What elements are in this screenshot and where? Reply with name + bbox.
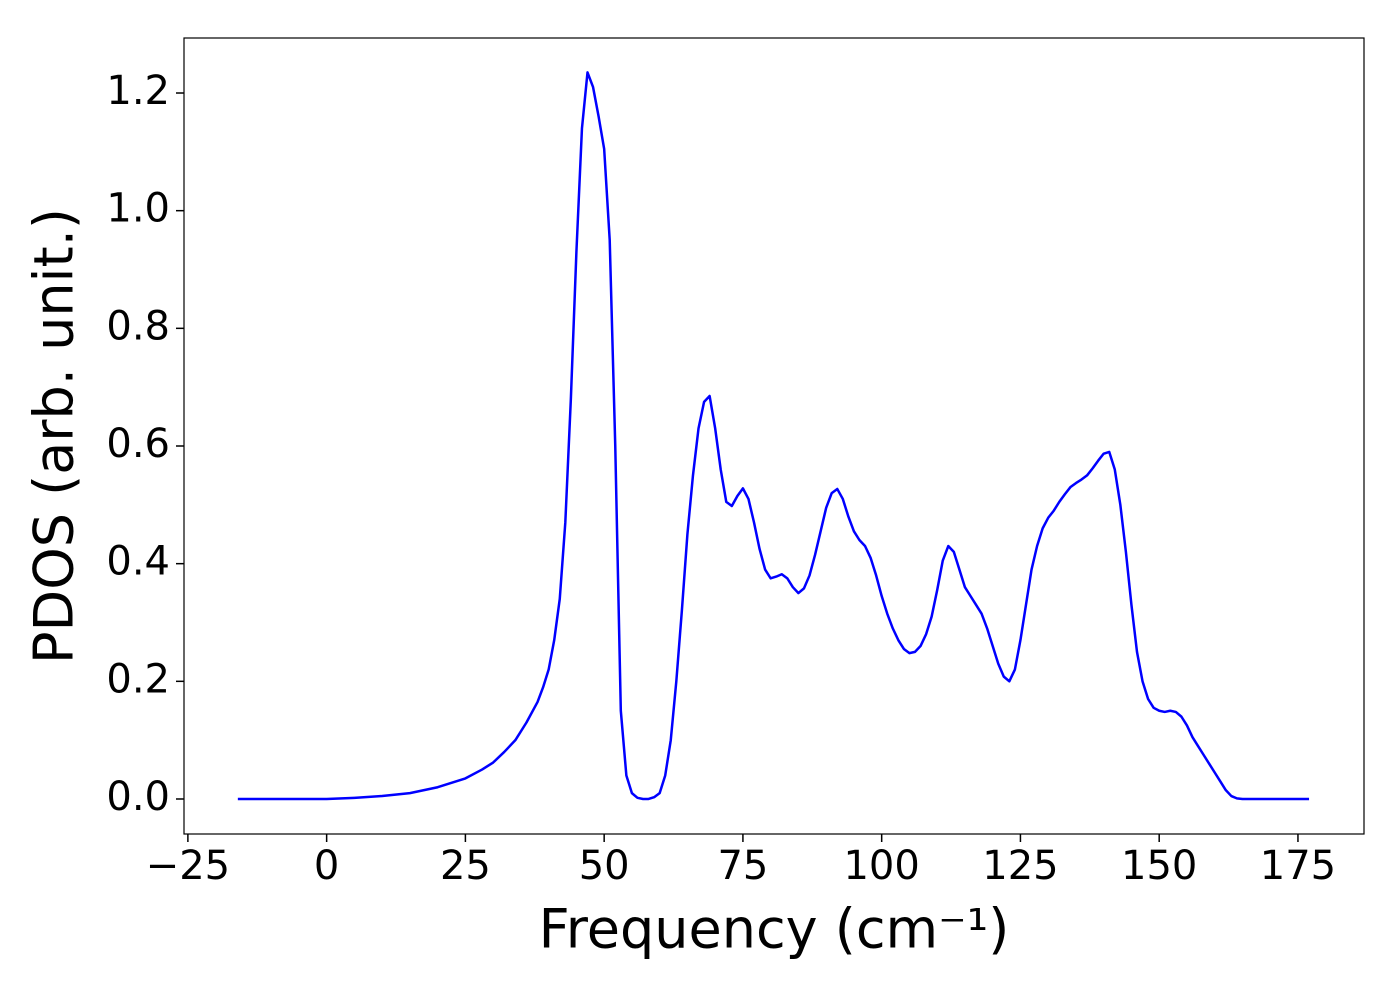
y-tick-label: 1.0 [106,186,170,232]
y-tick-label: 1.2 [106,68,170,114]
data-line [237,71,1310,801]
y-axis-label: PDOS (arb. unit.) [23,208,86,664]
x-tick-label: 100 [843,843,919,889]
x-tick-label: 125 [982,843,1058,889]
y-tick-label: 0.8 [106,303,170,349]
x-tick-label: 50 [579,843,630,889]
x-tick-label: 75 [717,843,768,889]
x-tick-label: 25 [440,843,491,889]
x-axis-label: Frequency (cm⁻¹) [539,898,1010,961]
y-tick-label: 0.6 [106,421,170,467]
y-tick-label: 0.2 [106,656,170,702]
y-tick-label: 0.0 [106,774,170,820]
x-tick-label: 0 [314,843,339,889]
y-tick-label: 0.4 [106,539,170,585]
plot-frame [183,37,1365,835]
x-tick-label: 175 [1260,843,1336,889]
x-tick-label: −25 [146,843,230,889]
x-tick-label: 150 [1121,843,1197,889]
